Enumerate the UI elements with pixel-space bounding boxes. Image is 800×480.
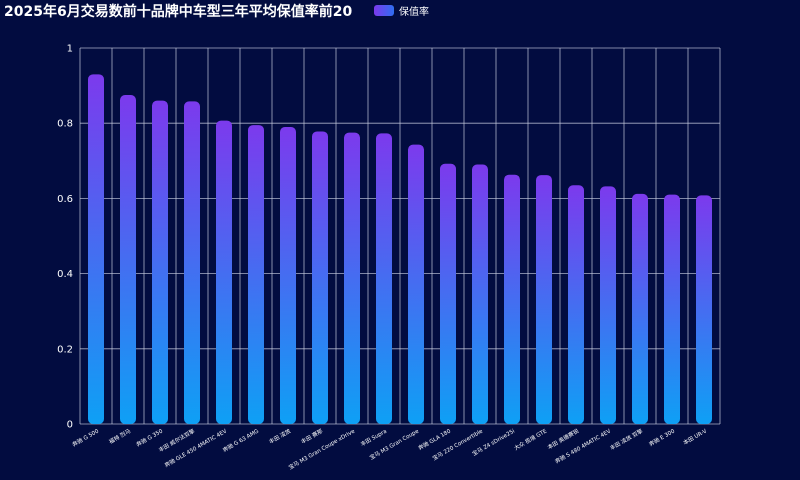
chart-legend[interactable]: 保值率 [374, 3, 429, 18]
legend-swatch [374, 5, 394, 16]
bar [504, 174, 520, 424]
bar [472, 164, 488, 424]
y-tick-label: 0.6 [57, 194, 73, 205]
bar [344, 132, 360, 424]
x-tick-label: 奔驰 G 350 [135, 427, 165, 449]
x-tick-label: 奔驰 G 500 [71, 427, 101, 449]
chart-title: 2025年6月交易数前十品牌中车型三年平均保值率前20 [4, 4, 353, 20]
bar [632, 193, 648, 424]
bar [696, 195, 712, 424]
x-tick-label: 丰田 凌放 双擎 [608, 427, 644, 452]
y-tick-label: 0.2 [57, 344, 73, 355]
x-tick-label: 奔驰 E 300 [647, 427, 676, 448]
bar [248, 125, 264, 424]
bar [120, 95, 136, 424]
bars [88, 74, 712, 425]
x-tick-label: 宝马 220 Convertible [431, 427, 485, 463]
y-tick-label: 0.8 [57, 119, 73, 130]
x-tick-label: 福特 烈马 [107, 427, 132, 446]
bar [408, 144, 424, 424]
x-tick-label: 丰田 赛那 [299, 427, 324, 446]
x-tick-label: 丰田 凌放 [267, 427, 292, 446]
grid-lines [79, 47, 721, 425]
bar [568, 185, 584, 424]
x-tick-label: 本田 UR-V [682, 427, 709, 447]
x-tick-label: 奔驰 G 63 AMG [221, 427, 260, 454]
bar [376, 133, 392, 425]
y-tick-label: 0 [67, 420, 73, 431]
bar [664, 194, 680, 424]
bar [88, 74, 104, 424]
y-tick-label: 0.4 [57, 269, 73, 280]
y-tick-label: 1 [67, 44, 73, 55]
bar [312, 131, 328, 425]
x-tick-label: 丰田 Supra [359, 427, 388, 448]
x-tick-label: 大众 揽境 GTE [512, 427, 548, 452]
bar [280, 126, 296, 425]
bar [152, 100, 168, 424]
y-axis-ticks: 0 0.2 0.4 0.6 0.8 1 [57, 44, 73, 431]
bar [440, 163, 456, 425]
bar [184, 101, 200, 424]
x-tick-label: 奔驰 S 480 4MATIC 4EV [553, 427, 612, 466]
bar [536, 175, 552, 424]
x-tick-label: 奔驰 GLE 450 4MATIC 4EV [163, 427, 228, 469]
bar [216, 120, 232, 425]
x-tick-label: 宝马 M3 Gran Coupe [368, 426, 421, 461]
bar [600, 186, 616, 424]
legend-label: 保值率 [399, 7, 429, 18]
